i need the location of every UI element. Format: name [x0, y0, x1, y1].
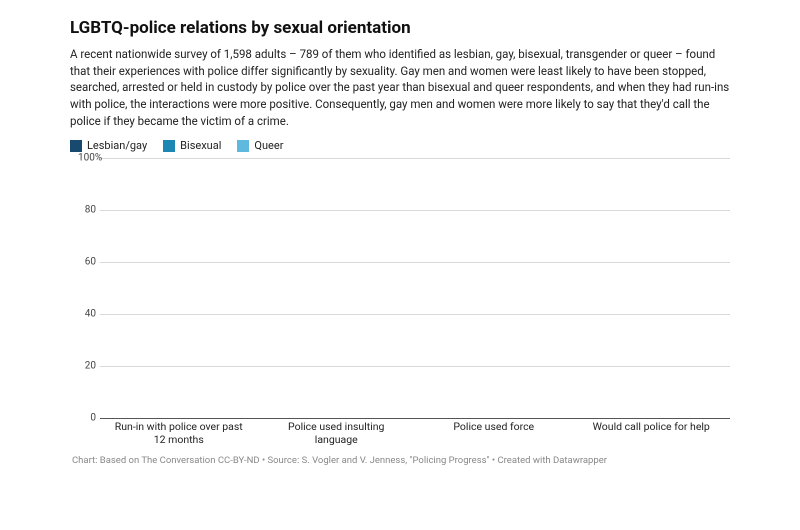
grid-line: [100, 262, 730, 263]
x-axis-label: Would call police for help: [573, 418, 731, 448]
x-axis-label: Police used insulting language: [258, 418, 416, 448]
chart-source: Chart: Based on The Conversation CC-BY-N…: [72, 454, 730, 467]
chart-description: A recent nationwide survey of 1,598 adul…: [70, 46, 730, 129]
y-axis-tick: 80: [78, 205, 96, 216]
chart-title: LGBTQ-police relations by sexual orienta…: [70, 18, 730, 38]
grid-line: [100, 366, 730, 367]
x-axis-label: Run-in with police over past 12 months: [100, 418, 258, 448]
grid-line: [100, 210, 730, 211]
chart-container: LGBTQ-police relations by sexual orienta…: [0, 0, 800, 530]
y-axis-tick: 100%: [78, 153, 96, 164]
grid-line: [100, 158, 730, 159]
y-axis-tick: 0: [78, 413, 96, 424]
legend-label: Lesbian/gay: [87, 139, 147, 152]
y-axis-tick: 20: [78, 361, 96, 372]
y-axis-tick: 60: [78, 257, 96, 268]
chart-area: 15%25%18%12%26%27%8%14%11%80%69%60% 0204…: [88, 158, 730, 448]
x-axis-label: Police used force: [415, 418, 573, 448]
legend-item: Lesbian/gay: [70, 139, 147, 152]
legend-item: Bisexual: [163, 139, 221, 152]
legend-swatch: [237, 140, 249, 152]
bar-groups: 15%25%18%12%26%27%8%14%11%80%69%60%: [100, 158, 730, 418]
y-axis-tick: 40: [78, 309, 96, 320]
legend-item: Queer: [237, 139, 283, 152]
legend-label: Queer: [254, 139, 283, 152]
grid-line: [100, 314, 730, 315]
legend-label: Bisexual: [180, 139, 221, 152]
chart-legend: Lesbian/gay Bisexual Queer: [70, 139, 730, 152]
legend-swatch: [163, 140, 175, 152]
legend-swatch: [70, 140, 82, 152]
x-axis-labels: Run-in with police over past 12 monthsPo…: [100, 418, 730, 448]
plot-region: 15%25%18%12%26%27%8%14%11%80%69%60% 0204…: [100, 158, 730, 418]
